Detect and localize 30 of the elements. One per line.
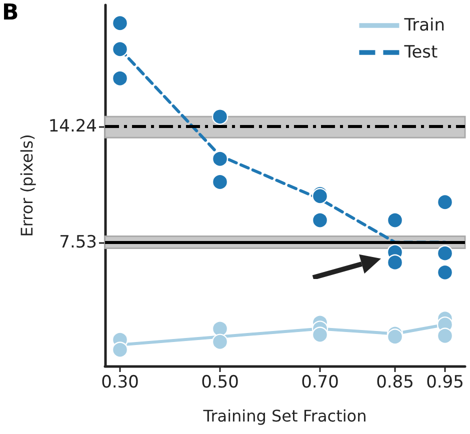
point <box>112 14 128 32</box>
point <box>436 264 454 281</box>
y-tick-label: 7.53 <box>59 232 97 252</box>
point <box>386 254 404 271</box>
point <box>112 70 128 86</box>
point <box>386 328 404 345</box>
point <box>212 320 228 337</box>
x-axis-title: Training Set Fraction <box>202 406 367 426</box>
y-tick-label: 14.24 <box>48 116 97 137</box>
point <box>112 342 128 358</box>
x-tick-label: 0.50 <box>201 372 239 392</box>
x-tick-label: 0.85 <box>376 372 414 392</box>
x-tick-label: 0.30 <box>101 372 139 392</box>
point <box>436 328 454 344</box>
x-tick-label: 0.70 <box>301 372 339 392</box>
point <box>212 174 228 190</box>
point <box>212 334 228 350</box>
legend-label: Test <box>403 42 438 62</box>
text: B <box>2 0 19 26</box>
point <box>212 108 228 125</box>
point <box>112 41 128 58</box>
x-tick-label: 0.95 <box>426 372 464 392</box>
point <box>312 212 328 228</box>
point <box>436 194 454 210</box>
y-axis-title: Error (pixels) <box>18 134 36 237</box>
point <box>312 326 328 343</box>
point <box>212 150 228 167</box>
point <box>436 245 454 262</box>
point <box>386 212 404 228</box>
legend-label: Train <box>403 16 446 36</box>
